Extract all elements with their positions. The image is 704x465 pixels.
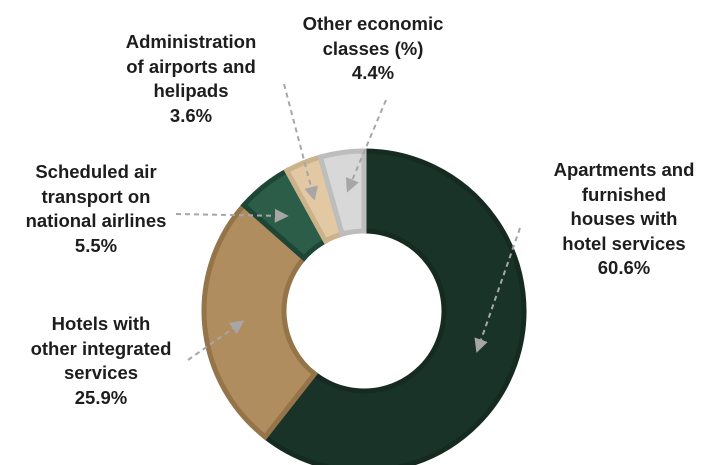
slice-name-line: hotel services	[562, 232, 686, 254]
leader-line-airports	[283, 83, 318, 201]
slice-name-line: transport on	[41, 185, 151, 207]
slice-label-other: Other economic classes (%) 4.4%	[288, 12, 458, 86]
donut-slice-other	[317, 148, 367, 238]
slice-value-label: 5.5%	[74, 234, 118, 256]
slice-name-line: Administration	[125, 31, 257, 52]
slice-name-line: Apartments and	[553, 159, 695, 180]
slice-label-hotels: Hotels with other integrated services 25…	[8, 312, 194, 410]
leader-line-air-transport	[175, 208, 289, 223]
slice-value-label: 3.6%	[169, 104, 213, 126]
slice-name-line: furnished	[581, 183, 667, 205]
slice-name-line: helipads	[153, 80, 229, 101]
slice-name-line: of airports and	[126, 55, 256, 77]
slice-name-line: national airlines	[25, 210, 167, 231]
donut-slice-hotels	[201, 201, 319, 441]
donut-slice-apartments	[261, 148, 527, 465]
slice-name-line: Other economic	[302, 13, 444, 34]
slice-label-air-transport: Scheduled air transport on national airl…	[12, 160, 180, 258]
slice-name-line: services	[63, 362, 139, 383]
slice-value-label: 60.6%	[597, 257, 651, 278]
leader-line-other	[345, 99, 387, 193]
slice-value-label: 25.9%	[74, 386, 128, 408]
slice-label-apartments: Apartments and furnished houses with hot…	[538, 158, 704, 281]
slice-name-line: houses with	[570, 208, 678, 229]
slice-name-line: classes (%)	[322, 37, 424, 59]
slice-label-airports: Administration of airports and helipads …	[100, 30, 282, 128]
slice-name-line: Scheduled air	[35, 161, 157, 182]
slice-name-line: other integrated	[30, 337, 172, 359]
slice-value-label: 4.4%	[351, 62, 395, 83]
leader-line-hotels	[187, 320, 245, 361]
leader-line-apartments	[474, 227, 521, 353]
slice-name-line: Hotels with	[51, 313, 151, 334]
